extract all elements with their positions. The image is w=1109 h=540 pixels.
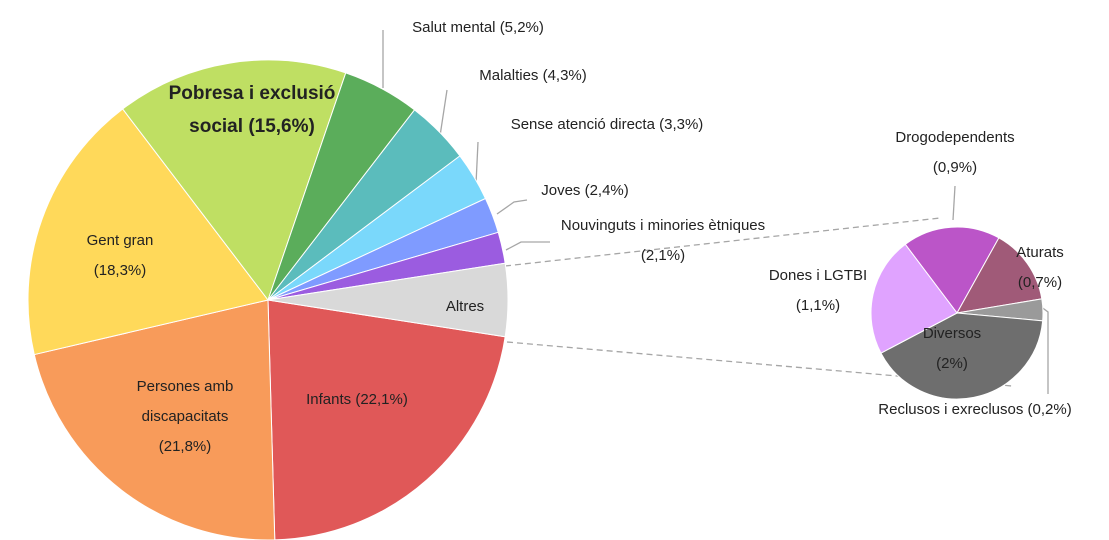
category-label: Aturats (1016, 244, 1064, 261)
slice-label: Gent gran (18,3%) (60, 226, 180, 286)
category-label: Dones i LGTBI (768, 267, 868, 284)
value-label: (15,6%) (248, 116, 315, 137)
category-label: Malalties (479, 67, 539, 84)
category-label: Gent gran (86, 232, 154, 249)
slice-label: Sense atenció directa (3,3%) (497, 110, 717, 140)
category-label: Altres (445, 298, 485, 315)
slice-label: Malalties (4,3%) (479, 61, 587, 91)
value-label: (21,8%) (158, 438, 212, 455)
category-label: Persones amb discapacitats (136, 378, 234, 425)
slice-label: Reclusos i exreclusos (0,2%) (860, 395, 1090, 425)
value-label: (2,1%) (640, 247, 686, 264)
slice-label: Diversos (2%) (907, 319, 997, 379)
leader-line (475, 141, 479, 185)
pie-slice (956, 237, 1043, 314)
slice-label: Nouvinguts i minories ètniques (2,1%) (543, 211, 783, 271)
category-label: Pobresa i exclusió social (168, 83, 336, 137)
category-label: Diversos (922, 325, 982, 342)
pie-slice (880, 312, 1044, 400)
value-label: (0,2%) (1027, 401, 1072, 418)
leader-line (496, 199, 528, 215)
value-label: (2%) (936, 355, 968, 372)
pie-slice (33, 299, 276, 540)
slice-label: Persones amb discapacitats (21,8%) (115, 372, 255, 462)
leader-line (439, 89, 448, 137)
pie-slice (870, 243, 958, 354)
leader-line (505, 241, 550, 251)
value-label: (1,1%) (795, 297, 841, 314)
pie-slice (121, 59, 347, 302)
value-label: (3,3%) (659, 116, 704, 133)
slice-label: Salut mental (5,2%) (412, 13, 544, 43)
slice-label: Drogodependents (0,9%) (875, 123, 1035, 183)
slice-label: Infants (22,1%) (297, 385, 417, 415)
slice-label: Pobresa i exclusió social (15,6%) (167, 77, 337, 143)
category-label: Salut mental (412, 19, 496, 36)
value-label: (5,2%) (499, 19, 544, 36)
pie-slice (27, 108, 269, 356)
category-label: Reclusos i exreclusos (878, 401, 1024, 418)
leader-line (952, 185, 956, 221)
category-label: Sense atenció directa (510, 116, 655, 133)
category-label: Drogodependents (895, 129, 1015, 146)
slice-label: Joves (2,4%) (541, 176, 629, 206)
value-label: (18,3%) (93, 262, 147, 279)
slice-label: Altres (446, 292, 484, 322)
pie-slice (267, 262, 509, 338)
category-label: Joves (541, 182, 581, 199)
category-label: Nouvinguts i minories ètniques (560, 217, 766, 234)
pie-slice (904, 226, 1000, 314)
slice-label: Dones i LGTBI (1,1%) (763, 261, 873, 321)
pie-slice (267, 299, 506, 540)
value-label: (0,9%) (932, 159, 978, 176)
category-label: Infants (306, 391, 352, 408)
value-label: (0,7%) (1017, 274, 1063, 291)
slice-label: Aturats (0,7%) (1005, 238, 1075, 298)
connector-line (504, 217, 941, 267)
value-label: (22,1%) (355, 391, 408, 408)
value-label: (4,3%) (542, 67, 587, 84)
value-label: (2,4%) (584, 182, 629, 199)
